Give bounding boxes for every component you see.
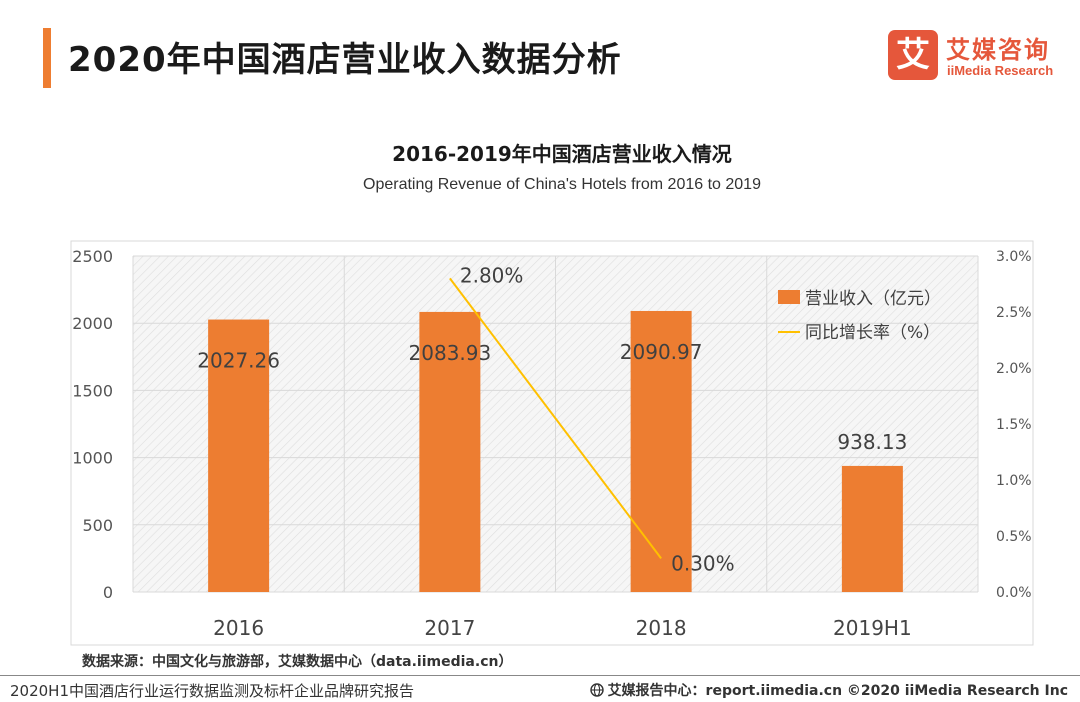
page-title: 2020年中国酒店营业收入数据分析	[68, 40, 622, 80]
legend-label-growth: 同比增长率（%）	[805, 323, 940, 343]
left-axis-tick: 1000	[72, 449, 113, 468]
x-axis-tick: 2019H1	[833, 616, 912, 640]
logo-mark-icon: 艾	[888, 30, 938, 80]
footer-divider	[0, 675, 1080, 676]
left-axis-tick: 1500	[72, 381, 113, 400]
footer-copyright: 艾媒报告中心：report.iimedia.cn ©2020 iiMedia R…	[589, 680, 1068, 700]
x-axis-tick: 2016	[213, 616, 264, 640]
bar-2019H1	[841, 465, 903, 592]
line-data-label: 0.30%	[671, 551, 735, 575]
left-axis-tick: 500	[82, 516, 113, 535]
left-axis-tick: 2000	[72, 314, 113, 333]
bar-2018	[630, 310, 692, 592]
right-axis-tick: 0.0%	[996, 585, 1032, 601]
bar-2017	[419, 311, 481, 592]
right-axis-tick: 3.0%	[996, 249, 1032, 265]
bar-data-label: 2083.93	[409, 341, 492, 365]
right-axis-tick: 2.0%	[996, 361, 1032, 377]
footer-report-name: 2020H1中国酒店行业运行数据监测及标杆企业品牌研究报告	[10, 682, 414, 700]
data-source-note: 数据来源：中国文化与旅游部，艾媒数据中心（data.iimedia.cn）	[82, 654, 513, 670]
iimedia-logo: 艾 艾媒咨询 iiMedia Research	[888, 30, 1068, 82]
logo-chinese-name: 艾媒咨询	[946, 36, 1050, 64]
title-accent-bar	[43, 28, 51, 88]
legend-label-revenue: 营业收入（亿元）	[805, 289, 941, 309]
chart-title: 2016-2019年中国酒店营业收入情况	[392, 142, 732, 166]
legend-swatch-revenue	[778, 290, 800, 304]
right-axis-tick: 1.5%	[996, 417, 1032, 433]
chart-subtitle: Operating Revenue of China's Hotels from…	[363, 176, 761, 193]
bar-data-label: 2027.26	[197, 349, 280, 373]
x-axis-tick: 2018	[636, 616, 687, 640]
growth-rate-line	[449, 277, 662, 560]
right-axis-tick: 0.5%	[996, 529, 1032, 545]
bar-data-label: 2090.97	[620, 340, 703, 364]
footer-copyright-text: 艾媒报告中心：report.iimedia.cn ©2020 iiMedia R…	[607, 683, 1068, 699]
right-axis-tick: 2.5%	[996, 305, 1032, 321]
chart-frame	[70, 240, 1034, 646]
globe-icon	[589, 683, 604, 697]
x-axis-tick: 2017	[424, 616, 475, 640]
right-axis-tick: 1.0%	[996, 473, 1032, 489]
bar-2016	[208, 319, 270, 592]
line-data-label: 2.80%	[460, 263, 524, 287]
left-axis-tick: 2500	[72, 247, 113, 266]
logo-english-name: iiMedia Research	[947, 63, 1054, 78]
left-axis-tick: 0	[103, 583, 113, 602]
bar-data-label: 938.13	[837, 430, 907, 454]
